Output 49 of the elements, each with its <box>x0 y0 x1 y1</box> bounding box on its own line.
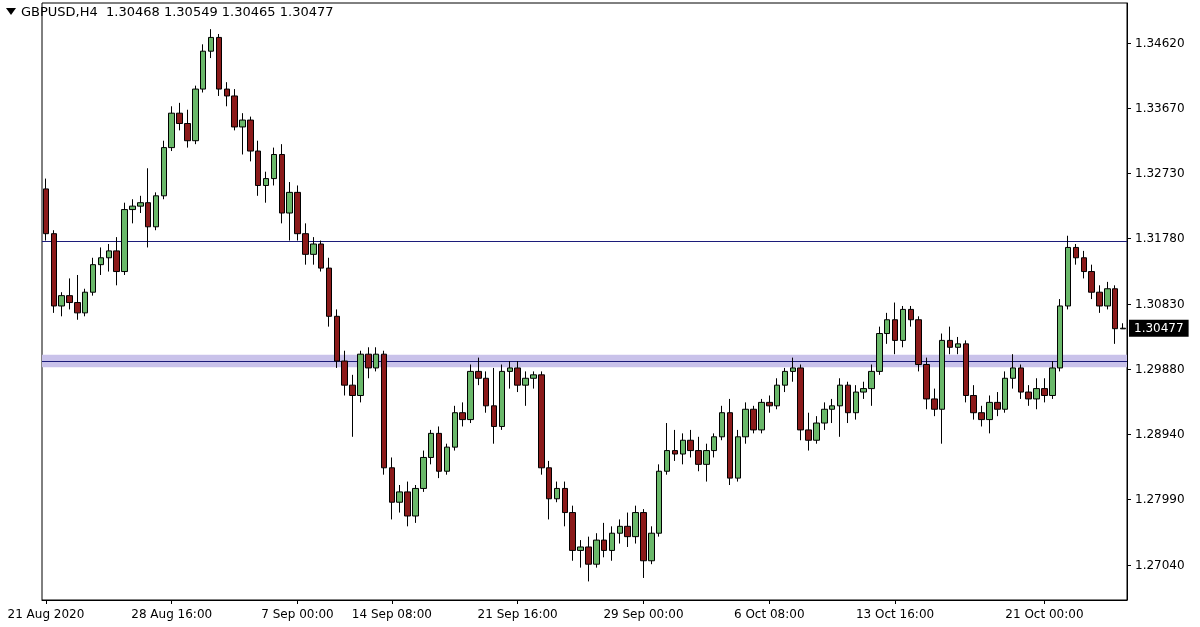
candlestick <box>719 405 725 441</box>
candlestick <box>444 443 450 476</box>
candlestick <box>1073 243 1079 266</box>
x-tick-label: 21 Oct 00:00 <box>1005 607 1084 621</box>
x-tick-label: 21 Sep 16:00 <box>477 607 558 621</box>
candlestick <box>98 246 104 276</box>
y-tick-label: 1.30830 <box>1135 296 1185 311</box>
x-tick-label: 28 Aug 16:00 <box>131 607 213 621</box>
candlestick <box>664 422 670 476</box>
candlestick <box>436 425 442 479</box>
y-tick-label: 1.33670 <box>1135 101 1185 116</box>
candlestick <box>727 398 733 486</box>
candlestick <box>90 257 96 297</box>
x-tick-label: 29 Sep 00:00 <box>603 607 684 621</box>
candlestick <box>1010 353 1016 390</box>
y-tick-label: 1.34620 <box>1135 35 1185 50</box>
candlestick <box>208 28 214 59</box>
candlestick <box>845 381 851 424</box>
candlestick <box>782 367 788 393</box>
candlestick <box>837 377 843 438</box>
text: 1.30477 <box>1134 321 1184 336</box>
candlestick <box>499 364 505 431</box>
candlestick <box>892 302 898 355</box>
candlestick <box>153 191 159 231</box>
candlestick <box>672 429 678 462</box>
candlestick <box>216 33 222 97</box>
chart-title: GBPUSD,H4 1.30468 1.30549 1.30465 1.30477 <box>21 4 334 19</box>
candlestick <box>955 336 961 355</box>
candlestick <box>900 305 906 348</box>
y-tick-label: 1.31780 <box>1135 231 1185 246</box>
candlestick <box>326 257 332 328</box>
candlestick <box>609 525 615 562</box>
x-tick-label: 6 Oct 08:00 <box>733 607 805 621</box>
candlestick <box>491 367 497 445</box>
candlestick <box>947 326 953 355</box>
candlestick <box>263 171 269 204</box>
x-tick-label: 13 Oct 16:00 <box>855 607 935 621</box>
y-tick-label: 1.27040 <box>1135 557 1185 572</box>
candlestick <box>271 147 277 186</box>
x-tick-label: 21 Aug 2020 <box>7 607 85 621</box>
candlestick <box>381 350 387 476</box>
y-tick-label: 1.32730 <box>1135 166 1185 181</box>
x-tick-label: 7 Sep 00:00 <box>261 607 334 621</box>
y-tick-label: 1.27990 <box>1135 492 1185 507</box>
y-tick-label: 1.28940 <box>1135 427 1185 442</box>
x-tick-label: 14 Sep 08:00 <box>351 607 432 621</box>
candlestick <box>1065 235 1071 310</box>
y-tick-label: 1.29880 <box>1135 362 1185 377</box>
candlestick <box>554 481 560 503</box>
